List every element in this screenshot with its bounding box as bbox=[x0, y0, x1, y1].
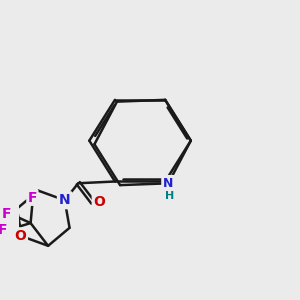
Text: N: N bbox=[59, 193, 70, 207]
Text: F: F bbox=[2, 207, 11, 221]
Text: O: O bbox=[93, 196, 105, 209]
Text: F: F bbox=[0, 223, 8, 237]
Text: N: N bbox=[163, 177, 173, 190]
Text: F: F bbox=[28, 190, 37, 205]
Text: H: H bbox=[165, 190, 175, 201]
Text: O: O bbox=[14, 229, 26, 243]
